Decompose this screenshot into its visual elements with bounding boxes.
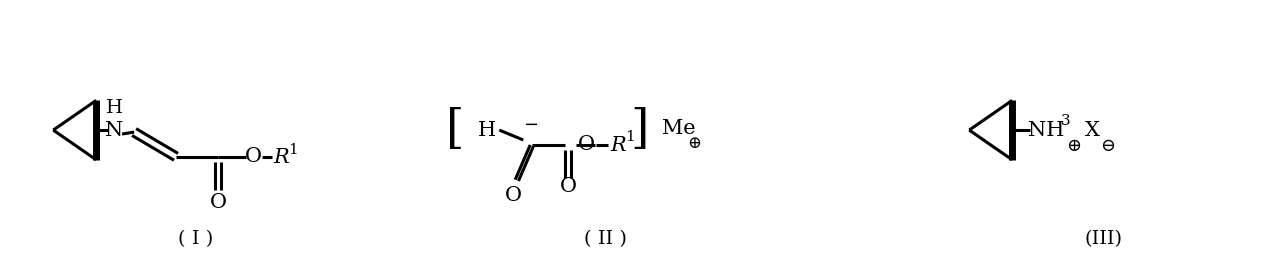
Text: ⊕: ⊕ [1067, 137, 1082, 155]
Text: −: − [523, 116, 537, 134]
Text: R: R [272, 148, 289, 167]
Text: ( II ): ( II ) [584, 230, 626, 248]
Text: NH: NH [1028, 121, 1064, 140]
Text: O: O [246, 147, 262, 166]
Text: H: H [105, 99, 123, 117]
Text: 1: 1 [625, 130, 635, 144]
Text: N: N [105, 121, 123, 140]
Text: O: O [560, 177, 576, 196]
Text: O: O [209, 193, 227, 212]
Text: 3: 3 [1062, 114, 1071, 128]
Text: O: O [504, 186, 522, 205]
Text: [: [ [446, 108, 465, 153]
Text: 1: 1 [288, 143, 298, 157]
Text: ( I ): ( I ) [179, 230, 214, 248]
Text: ⊖: ⊖ [1101, 137, 1115, 155]
Text: R: R [611, 136, 626, 155]
Text: ]: ] [631, 108, 649, 153]
Text: X: X [1085, 121, 1100, 140]
Text: O: O [578, 135, 594, 155]
Text: ⊕: ⊕ [687, 135, 701, 152]
Text: Me: Me [661, 119, 696, 138]
Text: H: H [478, 121, 497, 140]
Text: (III): (III) [1085, 230, 1123, 248]
